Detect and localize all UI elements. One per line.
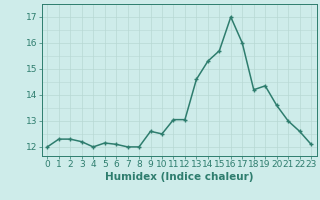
X-axis label: Humidex (Indice chaleur): Humidex (Indice chaleur) <box>105 172 253 182</box>
